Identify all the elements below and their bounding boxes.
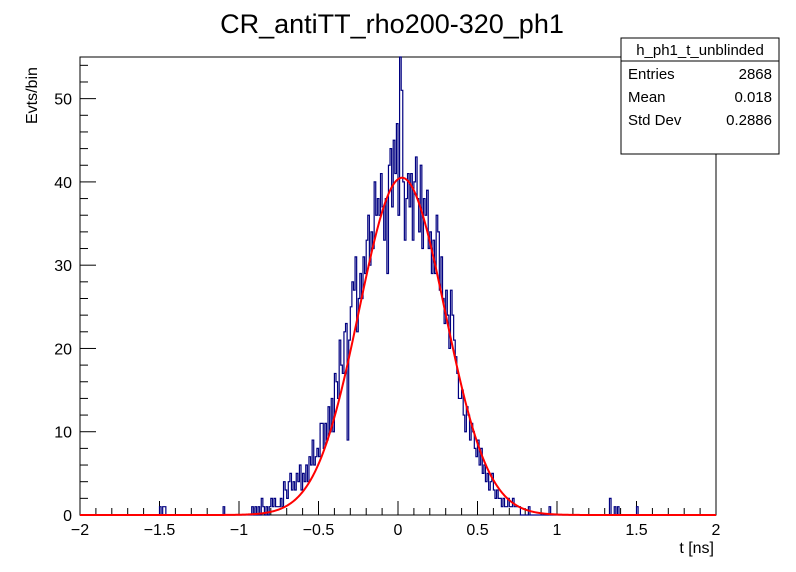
chart-title: CR_antiTT_rho200-320_ph1 xyxy=(220,9,564,39)
stats-box: h_ph1_t_unblinded Entries 2868 Mean 0.01… xyxy=(620,37,780,155)
y-axis: 0 10 20 30 40 50 xyxy=(54,64,96,525)
x-tick-label: −0.5 xyxy=(303,522,335,539)
x-axis-title: t [ns] xyxy=(679,540,714,557)
y-axis-title: Evts/bin xyxy=(24,67,41,124)
y-tick-label: 10 xyxy=(54,425,72,442)
y-tick-label: 50 xyxy=(54,92,72,109)
x-tick-label: 0.5 xyxy=(466,522,488,539)
x-tick-label: 0 xyxy=(394,522,403,539)
x-tick-label: 1.5 xyxy=(625,522,647,539)
x-tick-label: −1 xyxy=(230,522,248,539)
stats-box-name: h_ph1_t_unblinded xyxy=(636,42,764,59)
stats-entries-label: Entries xyxy=(628,66,675,83)
stats-stddev-value: 0.2886 xyxy=(726,112,772,129)
stats-mean-label: Mean xyxy=(628,89,666,106)
y-tick-label: 30 xyxy=(54,258,72,275)
stats-stddev-label: Std Dev xyxy=(628,112,682,129)
y-tick-label: 20 xyxy=(54,341,72,358)
y-tick-label: 0 xyxy=(63,508,72,525)
x-tick-label: −1.5 xyxy=(144,522,176,539)
stats-mean-value: 0.018 xyxy=(734,89,772,106)
stats-entries-value: 2868 xyxy=(739,66,772,83)
x-tick-label: 1 xyxy=(553,522,562,539)
y-tick-label: 40 xyxy=(54,175,72,192)
x-axis: −2 −1.5 −1 −0.5 0 0.5 1 1.5 2 xyxy=(71,501,721,539)
gaussian-fit-curve xyxy=(80,176,716,516)
x-tick-label: 2 xyxy=(712,522,721,539)
x-tick-label: −2 xyxy=(71,522,89,539)
